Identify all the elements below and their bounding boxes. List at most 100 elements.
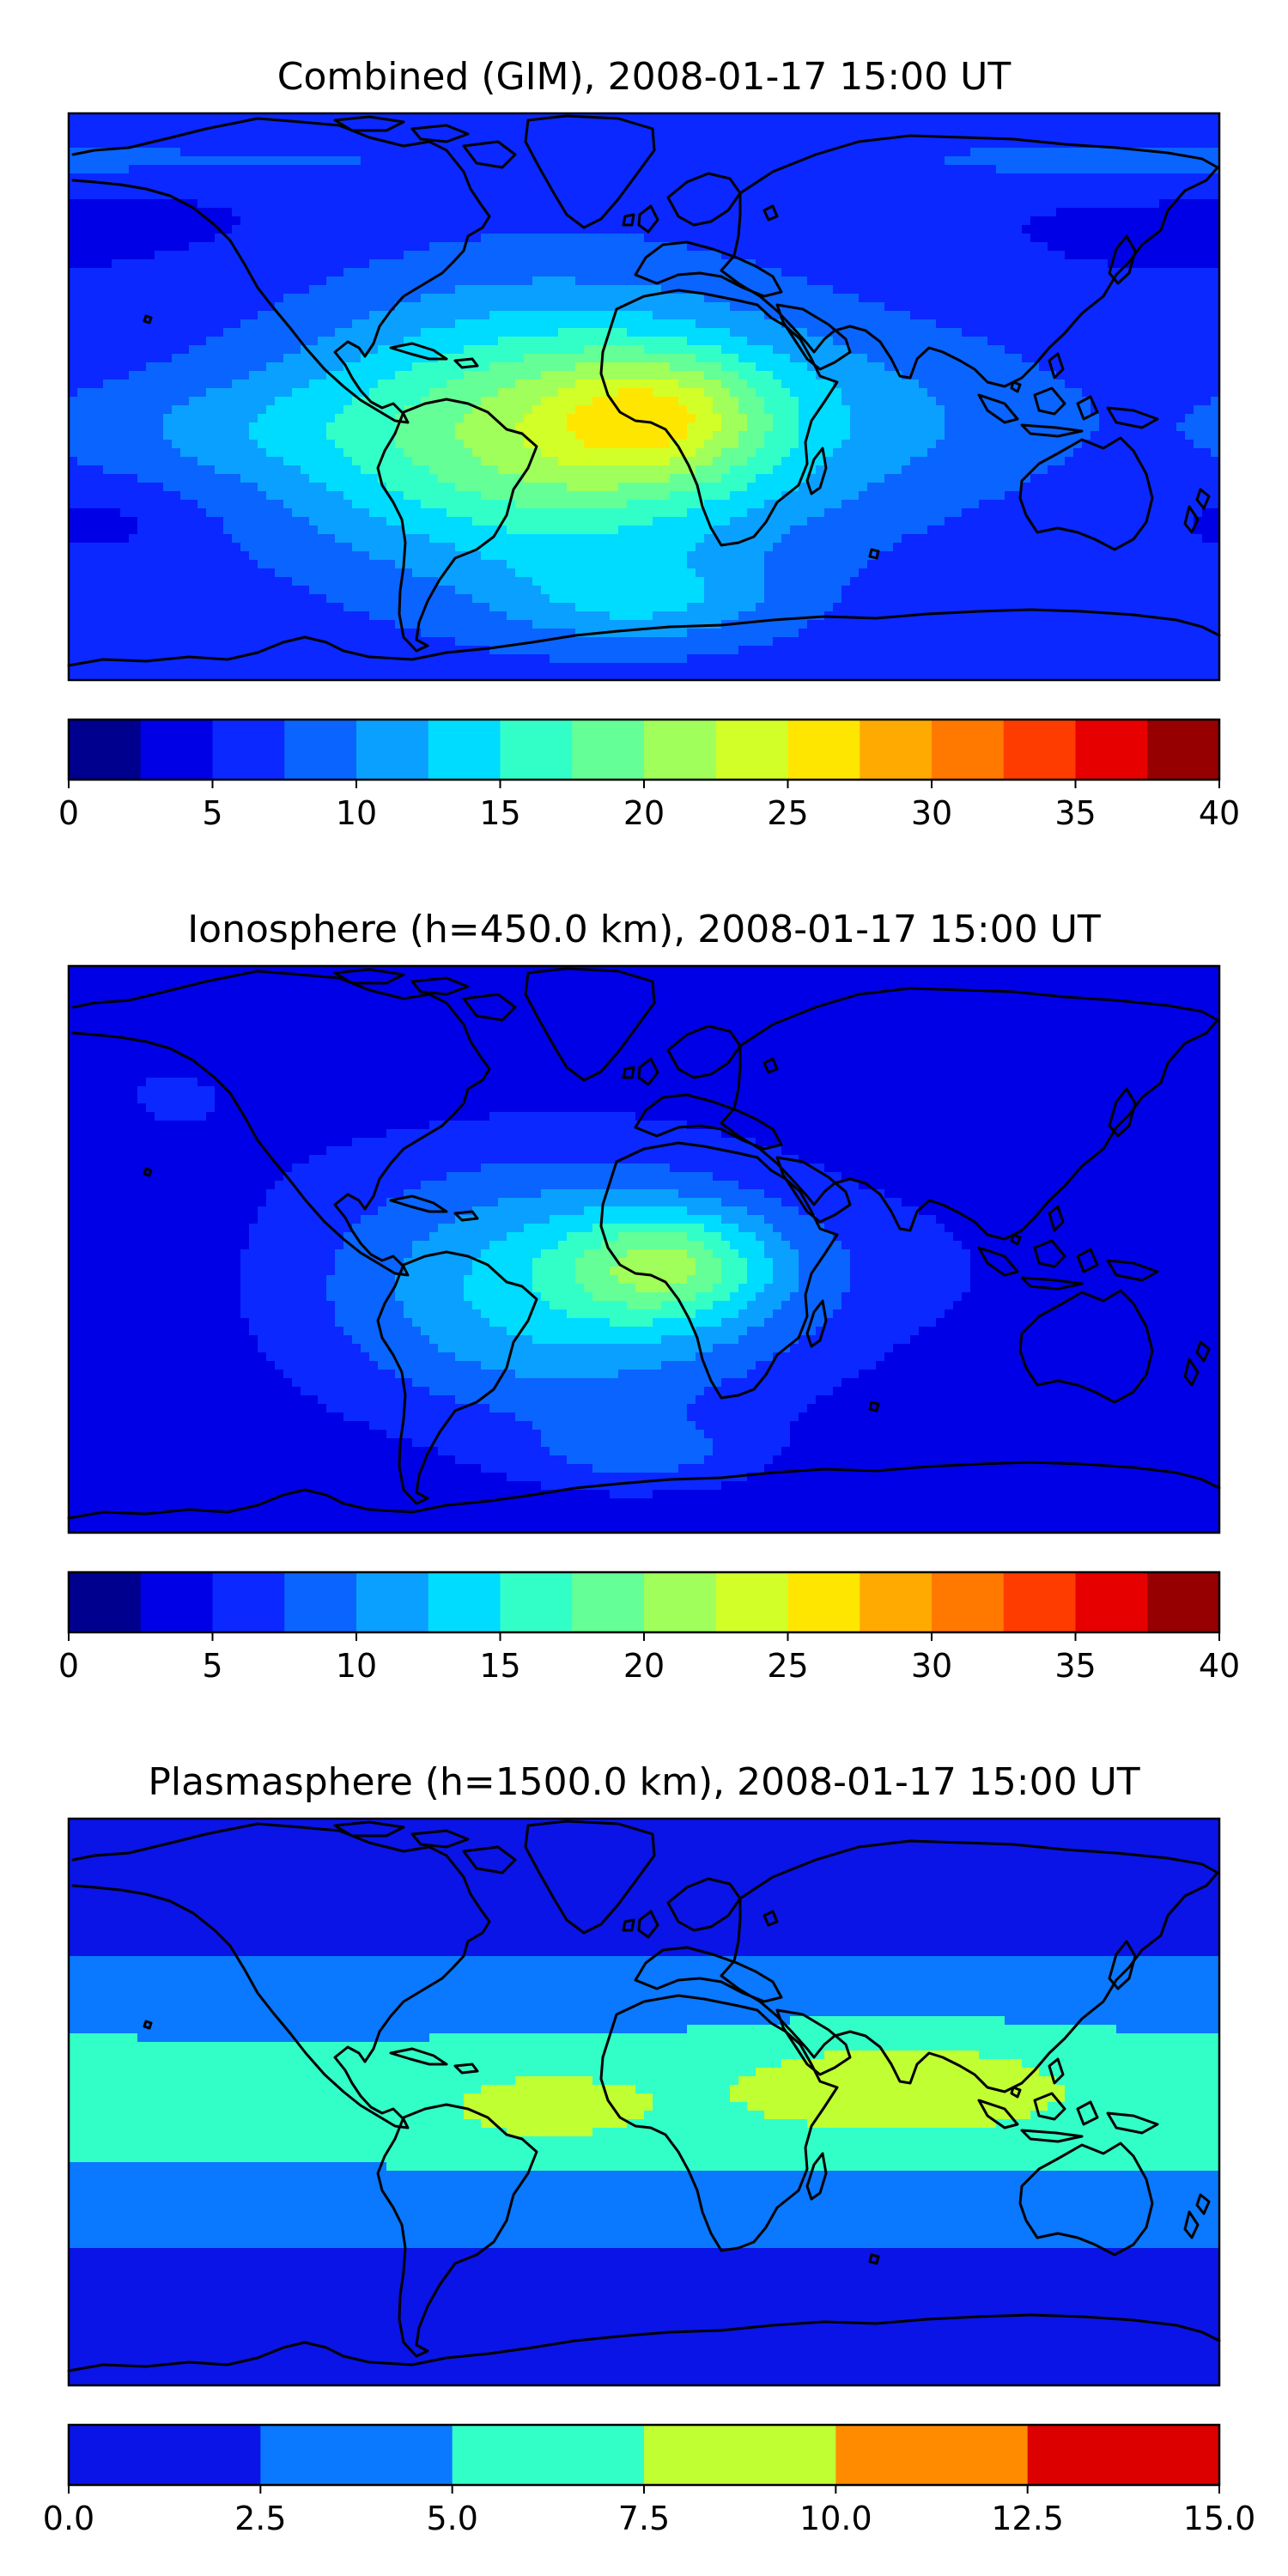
contour-cell [704, 1387, 834, 1396]
contour-cell [644, 2111, 765, 2120]
contour-cell [592, 397, 679, 406]
contour-cell [386, 483, 456, 492]
contour-cell [69, 2282, 1219, 2292]
colorbar-swatch [500, 1572, 573, 1632]
contour-cell [69, 1095, 138, 1104]
contour-cell [764, 405, 799, 415]
contour-cell [824, 508, 963, 518]
contour-cell [69, 2008, 1219, 2017]
contour-cell [335, 534, 430, 544]
contour-cell [790, 448, 834, 458]
contour-cell [850, 405, 945, 415]
contour-cell [69, 1507, 1219, 1516]
contour-cell [859, 1181, 1219, 1190]
contour-cell [541, 1430, 705, 1439]
contour-cell [258, 1215, 361, 1224]
contour-cell [69, 2334, 1219, 2343]
contour-cell [738, 440, 765, 449]
contour-cell [292, 1378, 413, 1388]
contour-cell [429, 242, 688, 252]
contour-cell [790, 1438, 1219, 1448]
contour-cell [541, 448, 696, 458]
contour-cell [687, 1121, 1219, 1130]
contour-cell [69, 465, 104, 475]
contour-cell [962, 328, 1219, 337]
contour-cell [69, 543, 241, 552]
contour-cell [69, 1922, 1219, 1931]
contour-cell [1039, 362, 1219, 372]
contour-cell [1022, 354, 1219, 363]
colorbar-swatch [787, 1572, 860, 1632]
panel-title: Ionosphere (h=450.0 km), 2008-01-17 15:0… [187, 908, 1101, 951]
contour-cell [790, 1241, 842, 1250]
contour-cell [1091, 397, 1212, 406]
contour-cell [773, 1455, 1219, 1465]
contour-cell [653, 1490, 1219, 1499]
contour-cell [69, 551, 250, 561]
contour-cell [69, 1404, 327, 1413]
contour-cell [421, 294, 705, 303]
contour-cell [747, 1258, 774, 1267]
contour-cell [859, 1370, 1219, 1379]
contour-cell [902, 1198, 1219, 1207]
contour-cell [575, 629, 688, 638]
contour-cell [687, 603, 756, 612]
contour-cell [919, 1206, 1219, 1216]
contour-cell [841, 397, 937, 406]
contour-cell [69, 2377, 1219, 2385]
contour-cell [318, 1395, 456, 1405]
contour-cell [69, 1086, 138, 1096]
contour-cell [730, 517, 808, 526]
contour-cell [833, 285, 1219, 295]
contour-cell [704, 371, 739, 380]
contour-cell [893, 1344, 1219, 1353]
contour-cell [464, 440, 525, 449]
contour-cell [266, 1189, 404, 1199]
colorbar-tick-label: 25 [767, 1647, 808, 1685]
contour-cell [464, 2111, 645, 2120]
contour-cell [790, 1430, 1219, 1439]
contour-cell [489, 603, 576, 612]
contour-cell [69, 1035, 1219, 1044]
contour-cell [69, 1043, 1219, 1053]
contour-cell [532, 1284, 585, 1293]
contour-cell [464, 1292, 542, 1302]
contour-cell [781, 457, 825, 466]
contour-cell [249, 551, 370, 561]
contour-cell [773, 422, 799, 432]
contour-cell [1005, 2016, 1219, 2026]
colorbar-swatch [1147, 720, 1220, 780]
contour-cell [738, 1335, 799, 1345]
contour-cell [180, 491, 267, 501]
contour-cell [455, 586, 542, 595]
contour-cell [721, 1215, 765, 1224]
contour-cell [258, 1344, 361, 1353]
contour-cell [764, 1249, 799, 1259]
contour-cell [747, 337, 834, 346]
contour-cell [756, 1361, 877, 1370]
contour-cell [69, 1267, 241, 1276]
contour-cell [421, 1181, 739, 1190]
contour-cell [352, 457, 413, 466]
contour-cell [507, 1327, 696, 1336]
contour-cell [404, 1301, 473, 1310]
contour-cell [653, 2102, 748, 2111]
contour-cell [807, 517, 945, 526]
contour-cell [69, 1224, 250, 1233]
contour-cell [841, 500, 980, 509]
contour-cell [309, 285, 456, 295]
contour-cell [781, 268, 1219, 277]
contour-cell [69, 1905, 1219, 1914]
contour-cell [575, 431, 688, 440]
contour-cell [69, 225, 233, 234]
contour-cell [747, 483, 799, 492]
contour-cell [841, 1241, 963, 1250]
contour-cell [361, 465, 430, 475]
contour-cell [69, 1181, 276, 1190]
contour-cell [1185, 414, 1219, 423]
contour-cell [266, 1352, 370, 1362]
contour-cell [172, 405, 267, 415]
contour-cell [696, 1327, 748, 1336]
contour-cell [197, 1078, 1219, 1087]
contour-cell [764, 1189, 885, 1199]
